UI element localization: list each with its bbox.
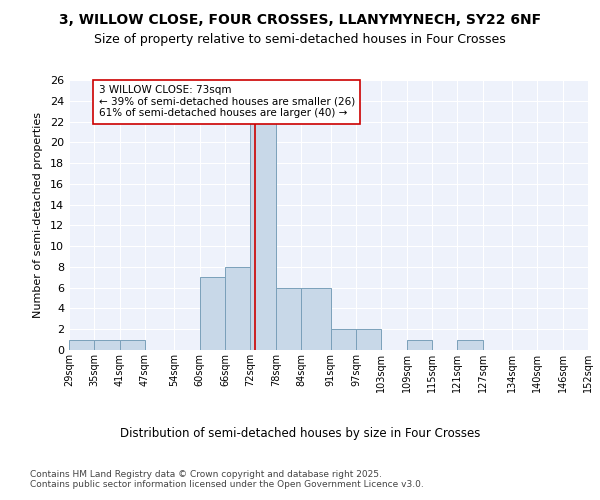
- Bar: [200, 278, 225, 350]
- Bar: [356, 329, 381, 350]
- Bar: [331, 329, 356, 350]
- Bar: [457, 340, 482, 350]
- Bar: [225, 267, 250, 350]
- Y-axis label: Number of semi-detached properties: Number of semi-detached properties: [33, 112, 43, 318]
- Text: Contains HM Land Registry data © Crown copyright and database right 2025.
Contai: Contains HM Land Registry data © Crown c…: [30, 470, 424, 490]
- Bar: [119, 340, 145, 350]
- Bar: [407, 340, 432, 350]
- Text: 3, WILLOW CLOSE, FOUR CROSSES, LLANYMYNECH, SY22 6NF: 3, WILLOW CLOSE, FOUR CROSSES, LLANYMYNE…: [59, 12, 541, 26]
- Bar: [94, 340, 119, 350]
- Text: Size of property relative to semi-detached houses in Four Crosses: Size of property relative to semi-detach…: [94, 32, 506, 46]
- Bar: [276, 288, 301, 350]
- Bar: [69, 340, 94, 350]
- Bar: [250, 122, 276, 350]
- Text: 3 WILLOW CLOSE: 73sqm
← 39% of semi-detached houses are smaller (26)
61% of semi: 3 WILLOW CLOSE: 73sqm ← 39% of semi-deta…: [98, 85, 355, 118]
- Text: Distribution of semi-detached houses by size in Four Crosses: Distribution of semi-detached houses by …: [120, 428, 480, 440]
- Bar: [301, 288, 331, 350]
